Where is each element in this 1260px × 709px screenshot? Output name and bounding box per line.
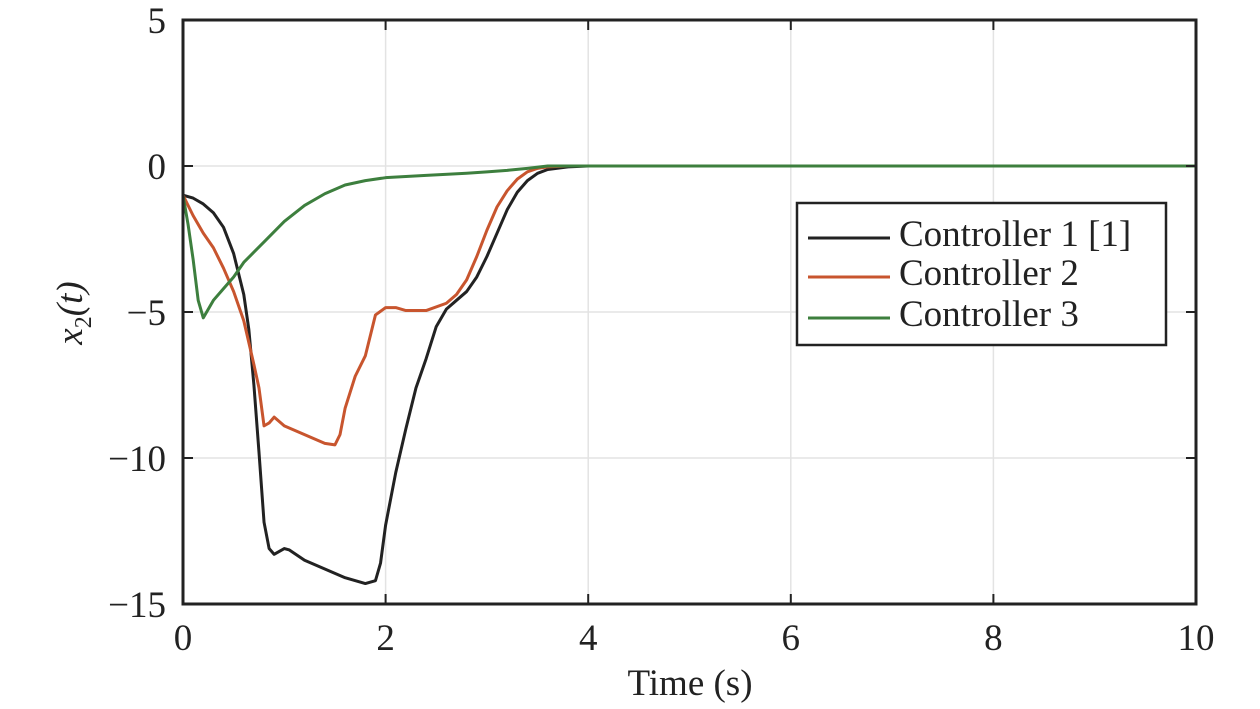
y-tick-label-4: 5 [148, 1, 167, 42]
legend-label-controller-3: Controller 3 [899, 294, 1079, 335]
y-axis-title: x2(t) [50, 281, 97, 345]
axis-ticks: 0 2 4 6 8 10 −15 −10 −5 0 5 [108, 1, 1214, 659]
x-axis-title: Time (s) [627, 663, 752, 704]
y-axis-title-var: x [50, 328, 91, 346]
x-tick-label-0: 0 [174, 618, 193, 659]
x-tick-label-5: 10 [1178, 618, 1215, 659]
y-tick-label-0: −15 [108, 585, 166, 626]
legend: Controller 1 [1] Controller 2 Controller… [795, 201, 1168, 347]
x-tick-label-1: 2 [376, 618, 395, 659]
legend-label-controller-2: Controller 2 [899, 253, 1079, 294]
x-tick-label-3: 6 [782, 618, 801, 659]
y-axis-title-arg: (t) [50, 281, 91, 316]
y-axis-title-subscript: 2 [71, 316, 97, 328]
y-tick-label-1: −10 [108, 439, 166, 480]
x-tick-label-4: 8 [984, 618, 1003, 659]
series-lines [181, 164, 1198, 586]
legend-label-controller-1: Controller 1 [1] [899, 214, 1131, 255]
y-tick-label-3: 0 [148, 147, 167, 188]
legend-box [795, 201, 1168, 347]
y-tick-label-2: −5 [127, 293, 166, 334]
series-line-controller-3 [181, 164, 1198, 320]
x-tick-label-2: 4 [579, 618, 598, 659]
